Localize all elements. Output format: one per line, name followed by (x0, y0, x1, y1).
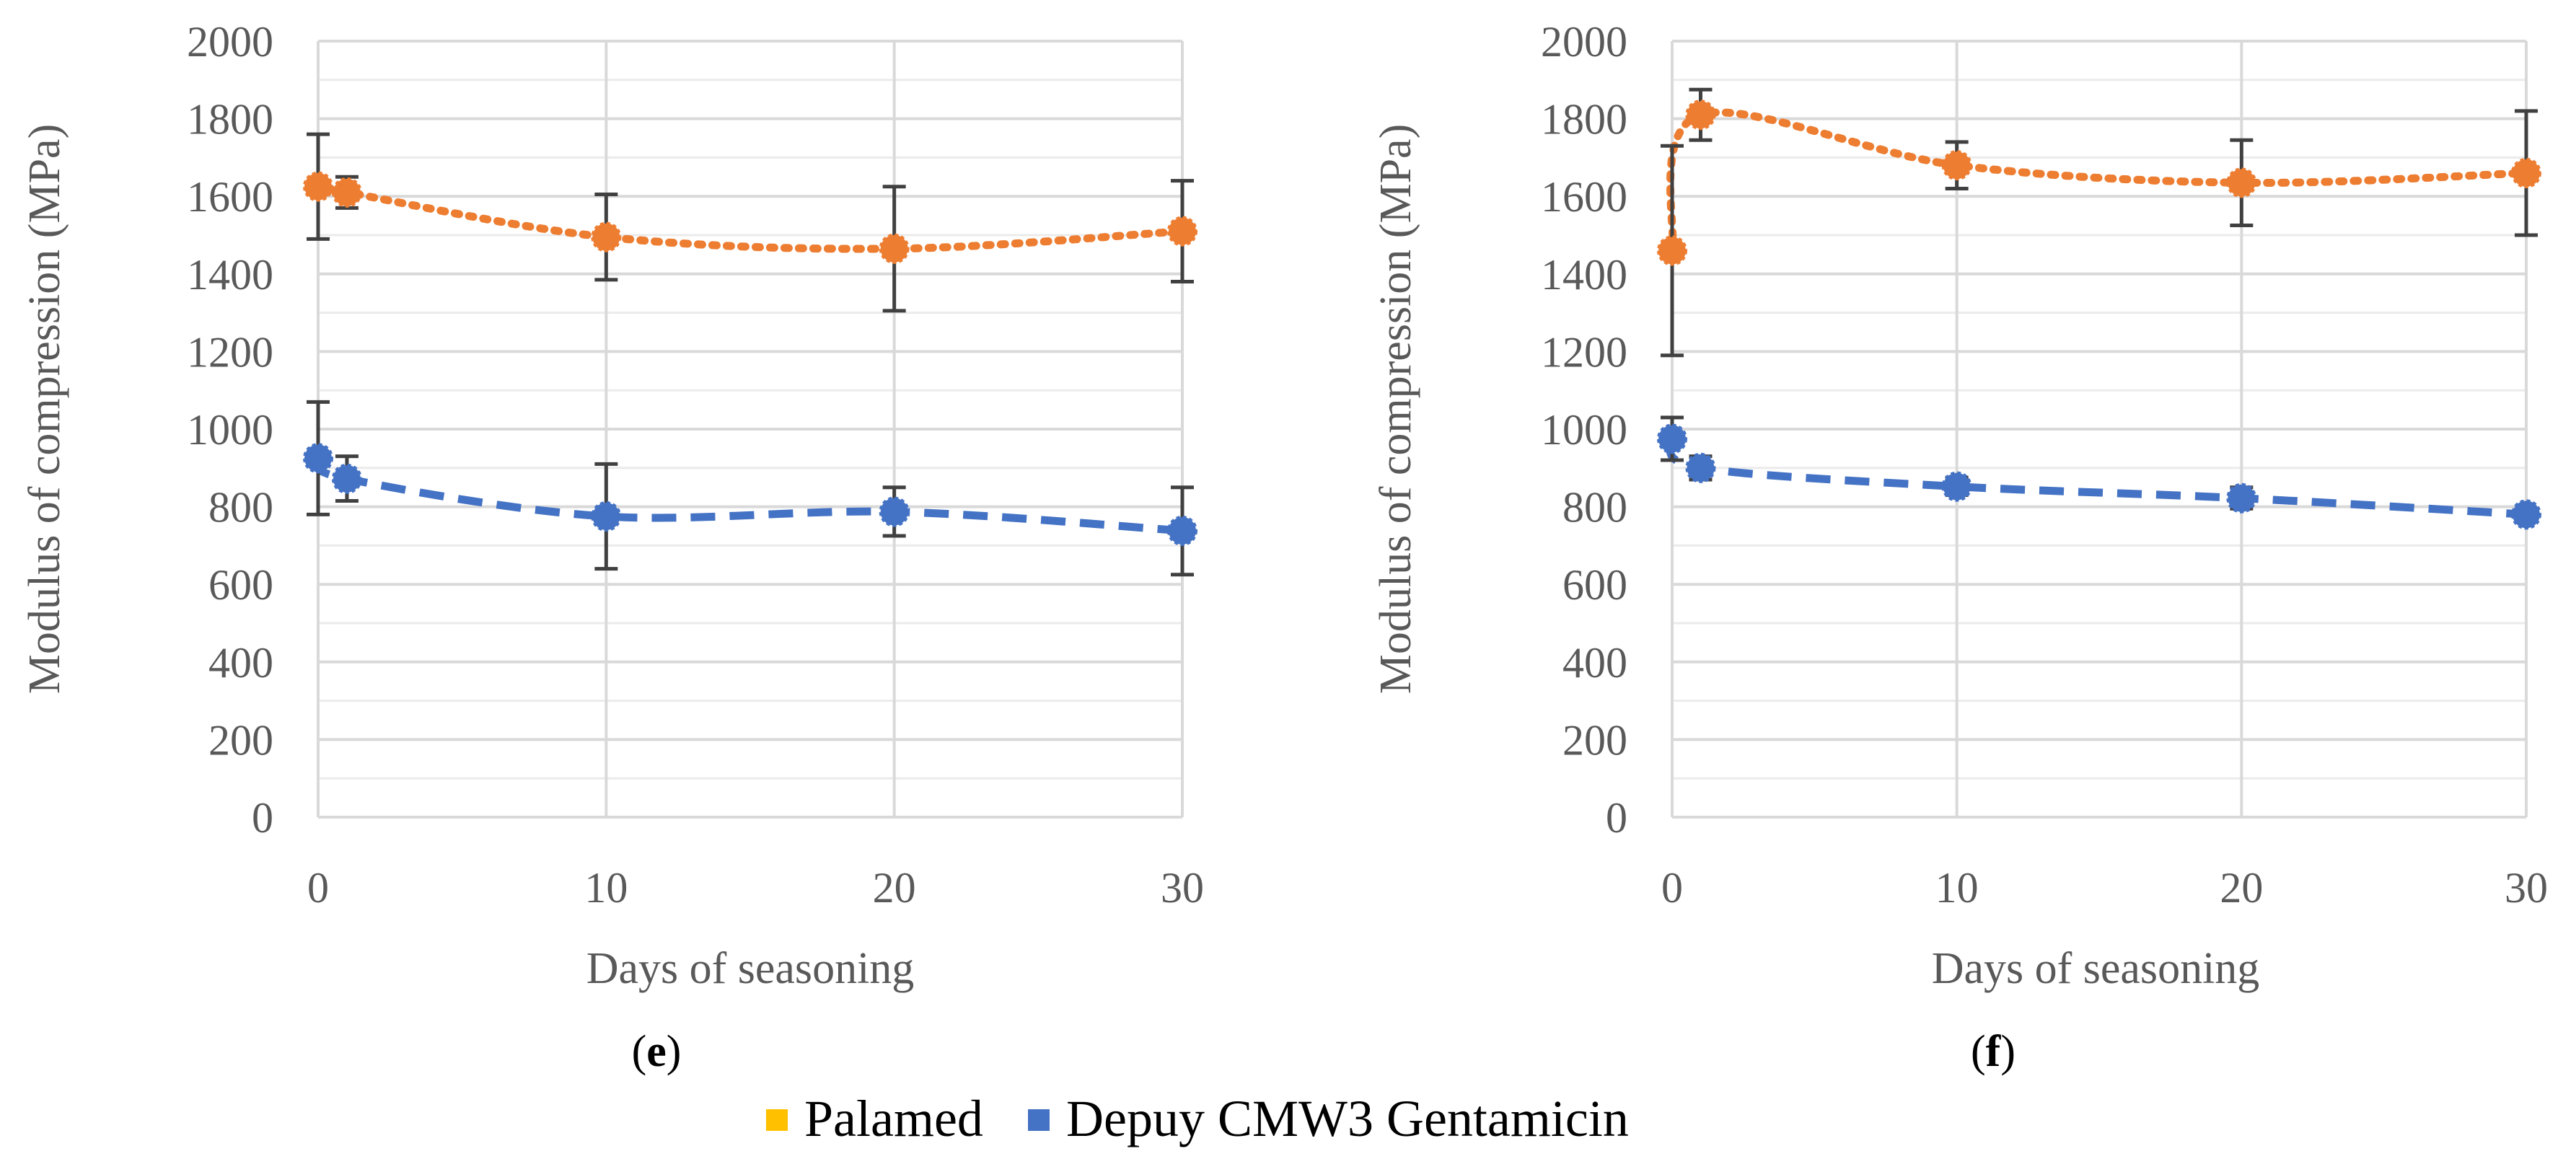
y-tick-label: 800 (208, 484, 273, 532)
blue-series-marker (1657, 423, 1687, 454)
blue-series-marker (1685, 452, 1716, 483)
panel-label-f: (f) (1971, 1027, 2015, 1076)
blue-series-marker (303, 443, 333, 474)
blue-series-line (1666, 436, 2527, 519)
legend-swatch-palamed (766, 1109, 788, 1131)
y-tick-label: 1600 (187, 173, 273, 221)
y-tick-label: 2000 (187, 18, 273, 66)
blue-series-marker (2511, 499, 2541, 530)
y-tick-label: 600 (1562, 561, 1627, 609)
y-tick-label: 1000 (187, 406, 273, 454)
orange-series-marker (879, 233, 910, 264)
x-tick-label: 0 (1661, 864, 1683, 912)
legend-label-depuy: Depuy CMW3 Gentamicin (1066, 1090, 1629, 1147)
y-tick-label: 1800 (1541, 96, 1627, 144)
y-tick-label: 0 (1606, 794, 1627, 842)
orange-series-marker (331, 177, 362, 208)
blue-series-marker (1167, 515, 1197, 546)
y-tick-label: 1000 (1541, 406, 1627, 454)
blue-series-line (312, 454, 1183, 535)
y-tick-label: 800 (1562, 484, 1627, 532)
y-axis-label: Modulus of compression (MPa) (20, 124, 69, 694)
x-tick-label: 30 (1161, 864, 1204, 912)
orange-series-line (1666, 108, 2531, 255)
x-tick-label: 30 (2505, 864, 2548, 912)
orange-series-marker (1657, 235, 1687, 266)
x-tick-label: 10 (584, 864, 628, 912)
y-tick-label: 400 (208, 639, 273, 687)
x-axis-label: Days of seasoning (1932, 944, 2260, 993)
legend-swatch-depuy (1028, 1109, 1050, 1131)
y-tick-label: 0 (252, 794, 273, 842)
y-tick-label: 1400 (187, 251, 273, 299)
chart-panel-e: 0 200 400 600 800 1000 1200 1400 1600 1800 2000 0 10… (20, 18, 1204, 1076)
panel-label-e: (e) (632, 1027, 682, 1076)
orange-series-marker (1685, 100, 1716, 131)
y-tick-label: 2000 (1541, 18, 1627, 66)
y-tick-label: 1800 (187, 96, 273, 144)
y-tick-label: 1400 (1541, 251, 1627, 299)
x-tick-label: 10 (1935, 864, 1979, 912)
orange-series-marker (1167, 216, 1197, 247)
x-tick-label: 20 (2220, 864, 2263, 912)
y-tick-label: 600 (208, 561, 273, 609)
blue-series-marker (591, 501, 622, 532)
orange-series-marker (2511, 157, 2541, 188)
orange-series-marker (591, 221, 622, 252)
orange-series-marker (2226, 167, 2257, 198)
blue-series-marker (331, 463, 362, 494)
x-axis-label: Days of seasoning (586, 944, 915, 993)
orange-series-marker (1941, 150, 1972, 181)
blue-series-marker (879, 496, 910, 527)
y-tick-label: 400 (1562, 639, 1627, 687)
y-axis-label: Modulus of compression (MPa) (1371, 124, 1420, 694)
y-tick-label: 1200 (1541, 328, 1627, 376)
y-tick-label: 200 (1562, 716, 1627, 764)
legend: Palamed Depuy CMW3 Gentamicin (766, 1090, 1629, 1147)
y-tick-label: 1600 (1541, 173, 1627, 221)
orange-series-marker (303, 171, 333, 202)
x-tick-label: 0 (307, 864, 329, 912)
y-tick-label: 200 (208, 716, 273, 764)
x-tick-label: 20 (873, 864, 916, 912)
legend-label-palamed: Palamed (804, 1090, 983, 1147)
chart-panel-f: 0 200 400 600 800 1000 1200 1400 1600 1800 2000 0 10… (1371, 18, 2548, 1076)
y-tick-label: 1200 (187, 328, 273, 376)
blue-series-marker (1941, 471, 1972, 502)
blue-series-marker (2226, 482, 2257, 514)
